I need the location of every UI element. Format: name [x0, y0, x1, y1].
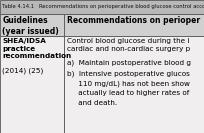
Text: b)  Intensive postoperative glucos: b) Intensive postoperative glucos	[67, 70, 190, 77]
Text: actually lead to higher rates of: actually lead to higher rates of	[67, 90, 190, 96]
Bar	[0, 36, 64, 133]
Text: and death.: and death.	[67, 100, 118, 106]
Text: Guidelines
(year issued): Guidelines (year issued)	[2, 16, 59, 36]
Text: (2014) (25): (2014) (25)	[2, 68, 44, 74]
Bar	[64, 14, 204, 36]
Text: Table 4.14.1   Recommendations on perioperative blood glucose control according : Table 4.14.1 Recommendations on perioper…	[2, 5, 204, 9]
Text: Recommendations on perioper: Recommendations on perioper	[67, 16, 201, 25]
Text: Control blood glucose during the i
cardiac and non-cardiac surgery p: Control blood glucose during the i cardi…	[67, 38, 191, 52]
Text: 110 mg/dL) has not been show: 110 mg/dL) has not been show	[67, 80, 190, 87]
Bar	[0, 14, 64, 36]
Text: SHEA/IDSA
practice
recommendation: SHEA/IDSA practice recommendation	[2, 38, 72, 59]
Bar	[0, 0, 204, 14]
Text: a)  Maintain postoperative blood g: a) Maintain postoperative blood g	[67, 59, 191, 66]
Bar	[64, 36, 204, 133]
